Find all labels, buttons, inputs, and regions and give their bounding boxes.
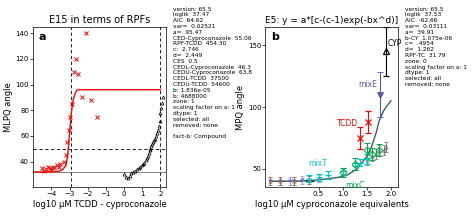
Text: mixC: mixC [345,181,365,190]
X-axis label: log10 μM cyproconazole equivalents: log10 μM cyproconazole equivalents [255,200,409,209]
Text: CYP: CYP [388,39,402,48]
Text: b: b [271,32,279,41]
Title: E5: y = a*[c-(c-1)exp(-bx^d)]: E5: y = a*[c-(c-1)exp(-bx^d)] [265,16,399,25]
Text: mixE: mixE [358,80,377,89]
Text: mixT: mixT [308,159,327,168]
Y-axis label: MLPQ angle: MLPQ angle [4,82,13,132]
Text: version: 65.5
loglik  37.53
AIC  -62.66
var=  0.03111
a=  39.91
b-CY  1.075e-06
: version: 65.5 loglik 37.53 AIC -62.66 va… [405,7,467,87]
Text: version: 65.5
loglik  37.47
AIC  64.62
var=  0.02521
a=  95.47
CED-Cyproconazole: version: 65.5 loglik 37.47 AIC 64.62 var… [173,7,252,139]
Text: TCDD: TCDD [337,119,357,128]
Text: a: a [38,32,46,41]
Y-axis label: MPQ angle: MPQ angle [236,85,245,130]
X-axis label: log10 μM TCDD - cyproconazole: log10 μM TCDD - cyproconazole [33,200,166,209]
Title: E15 in terms of RPFs: E15 in terms of RPFs [49,14,150,25]
